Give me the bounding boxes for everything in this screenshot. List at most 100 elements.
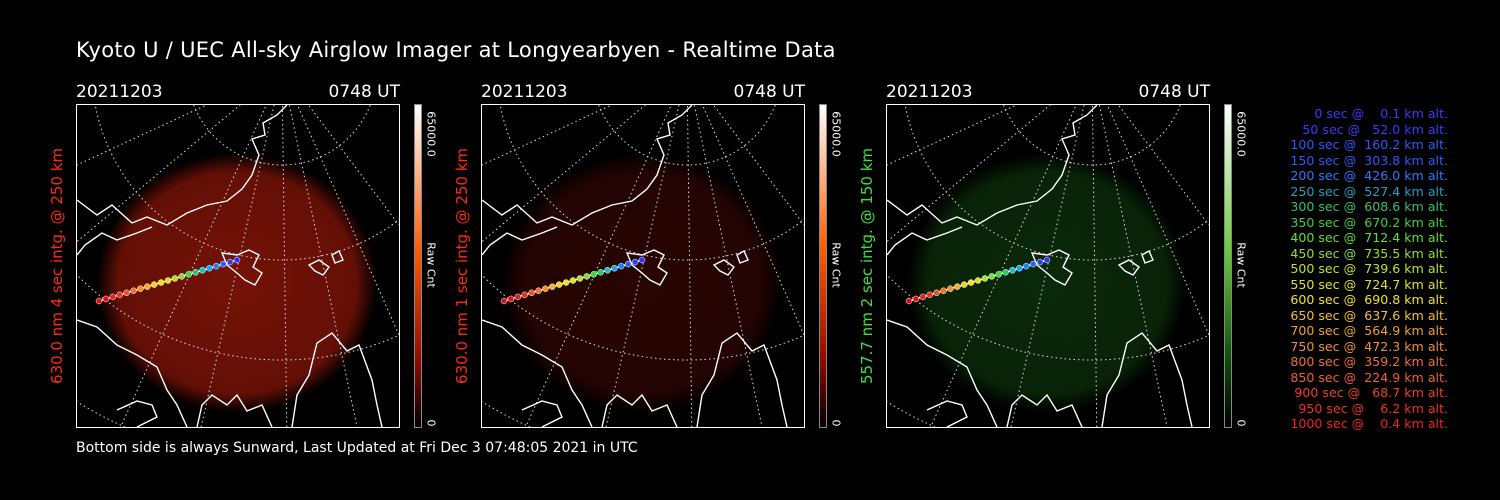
trajectory-point (618, 262, 625, 270)
altitude-row: 150 sec @ 303.8 km alt. (1286, 152, 1448, 168)
allsky-map-svg (77, 105, 399, 427)
trajectory-point (507, 295, 515, 303)
coastline (625, 249, 668, 286)
longitude-gridline (482, 105, 613, 166)
coastline (887, 226, 963, 256)
longitude-gridline (1010, 105, 1085, 427)
coastline (220, 249, 263, 286)
trajectory-point (597, 269, 604, 276)
longitude-gridline (605, 105, 680, 427)
allsky-glow (97, 153, 377, 413)
latitude-gridline (94, 105, 399, 261)
colorbar-min: 0 (424, 415, 438, 431)
panel-wavelength-label: 557.7 nm 2 sec intg. @ 150 km (854, 104, 880, 428)
trajectory-point (178, 273, 186, 280)
trajectory-point (528, 289, 535, 297)
trajectory-point (171, 275, 179, 282)
trajectory-point (150, 281, 158, 288)
colorbar-max-text: 65000.0 (424, 111, 438, 157)
trajectory-point (954, 283, 961, 290)
trajectory-point (549, 283, 556, 290)
altitude-row: 1000 sec @ 0.4 km alt. (1290, 416, 1448, 431)
altitude-row: 850 sec @ 224.9 km alt. (1286, 369, 1448, 385)
colorbar-max-text: 65000.0 (829, 111, 843, 157)
coastline (77, 319, 188, 427)
trajectory-point (185, 271, 192, 278)
trajectory-point (960, 281, 968, 288)
trajectory-point (926, 291, 933, 299)
altitude-row: 300 sec @ 608.6 km alt. (1286, 199, 1448, 214)
trajectory-point (933, 289, 940, 297)
trajectory-point (1016, 264, 1023, 272)
trajectory-point (164, 277, 172, 284)
trajectory-point (123, 289, 130, 297)
trajectory-point (981, 275, 989, 282)
trajectory-point (562, 279, 570, 286)
latitude-gridline (887, 274, 1209, 361)
allsky-glow (502, 153, 782, 413)
coastline (482, 319, 593, 427)
latitude-gridline (482, 274, 804, 361)
coastline (1117, 259, 1140, 276)
panel-wavelength-label: 630.0 nm 4 sec intg. @ 250 km (44, 104, 70, 428)
trajectory-point (219, 260, 227, 268)
longitude-gridline (1106, 105, 1209, 336)
trajectory-point (1009, 267, 1016, 274)
panel-time: 0748 UT (328, 82, 401, 102)
altitude-row: 650 sec @ 637.6 km alt. (1286, 307, 1448, 323)
trajectory-point (583, 273, 591, 280)
trajectory-point (940, 287, 947, 294)
trajectory-point (521, 291, 528, 299)
coastline (482, 105, 693, 226)
longitude-gridline (701, 105, 804, 336)
colorbar-unit: Raw Cnt (1234, 235, 1248, 295)
allsky-map[interactable] (76, 104, 400, 428)
altitude-row: 900 sec @ 68.7 km alt. (1290, 385, 1448, 400)
trajectory-point (974, 277, 982, 284)
trajectory-point (947, 285, 954, 292)
trajectory-point (1023, 262, 1030, 270)
trajectory-point (624, 260, 632, 268)
longitude-gridline (120, 105, 267, 427)
allsky-map-svg (482, 105, 804, 427)
panel-time: 0748 UT (733, 82, 806, 102)
colorbar-min: 0 (829, 415, 843, 431)
trajectory-point (157, 279, 165, 286)
colorbar-max: 65000.0 (829, 104, 843, 164)
panel-wavelength-text: 630.0 nm 4 sec intg. @ 250 km (48, 147, 66, 385)
panel-date: 20211203 (481, 82, 568, 102)
trajectory-point (514, 293, 522, 301)
trajectory-point (199, 267, 206, 274)
trajectory-point (995, 271, 1002, 278)
colorbar-unit-text: Raw Cnt (1234, 242, 1248, 288)
trajectory-point (116, 291, 123, 299)
altitude-row: 550 sec @ 724.7 km alt. (1286, 276, 1448, 292)
altitude-row: 700 sec @ 564.9 km alt. (1286, 323, 1448, 338)
allsky-map[interactable] (481, 104, 805, 428)
longitude-gridline (930, 105, 1077, 427)
colorbar (819, 104, 827, 428)
latitude-gridline (904, 105, 1209, 261)
altitude-row: 450 sec @ 735.5 km alt. (1286, 245, 1448, 261)
airglow-panel-630-1s: 20211203 0748 UT 630.0 nm 1 sec intg. @ … (453, 80, 891, 435)
coastline (77, 105, 288, 226)
trajectory-point (555, 281, 563, 288)
trajectory-point (631, 258, 639, 266)
coastline (1006, 393, 1083, 427)
footer-status: Bottom side is always Sunward, Last Upda… (76, 440, 638, 456)
trajectory-point (192, 269, 199, 276)
colorbar-unit: Raw Cnt (829, 235, 843, 295)
trajectory-point (130, 287, 137, 294)
trajectory-point (590, 271, 597, 278)
airglow-panel-557: 20211203 0748 UT 557.7 nm 2 sec intg. @ … (858, 80, 1296, 435)
altitude-legend: 0 sec @ 0.1 km alt. 50 sec @ 52.0 km alt… (1258, 106, 1448, 432)
trajectory-point (638, 256, 646, 264)
trajectory-point (1036, 258, 1044, 266)
panel-wavelength-label: 630.0 nm 1 sec intg. @ 250 km (449, 104, 475, 428)
trajectory-point (905, 297, 913, 305)
allsky-map[interactable] (886, 104, 1210, 428)
panel-date: 20211203 (886, 82, 973, 102)
colorbar-min-text: 0 (829, 419, 843, 427)
colorbar-max: 65000.0 (424, 104, 438, 164)
colorbar-min-text: 0 (1234, 419, 1248, 427)
